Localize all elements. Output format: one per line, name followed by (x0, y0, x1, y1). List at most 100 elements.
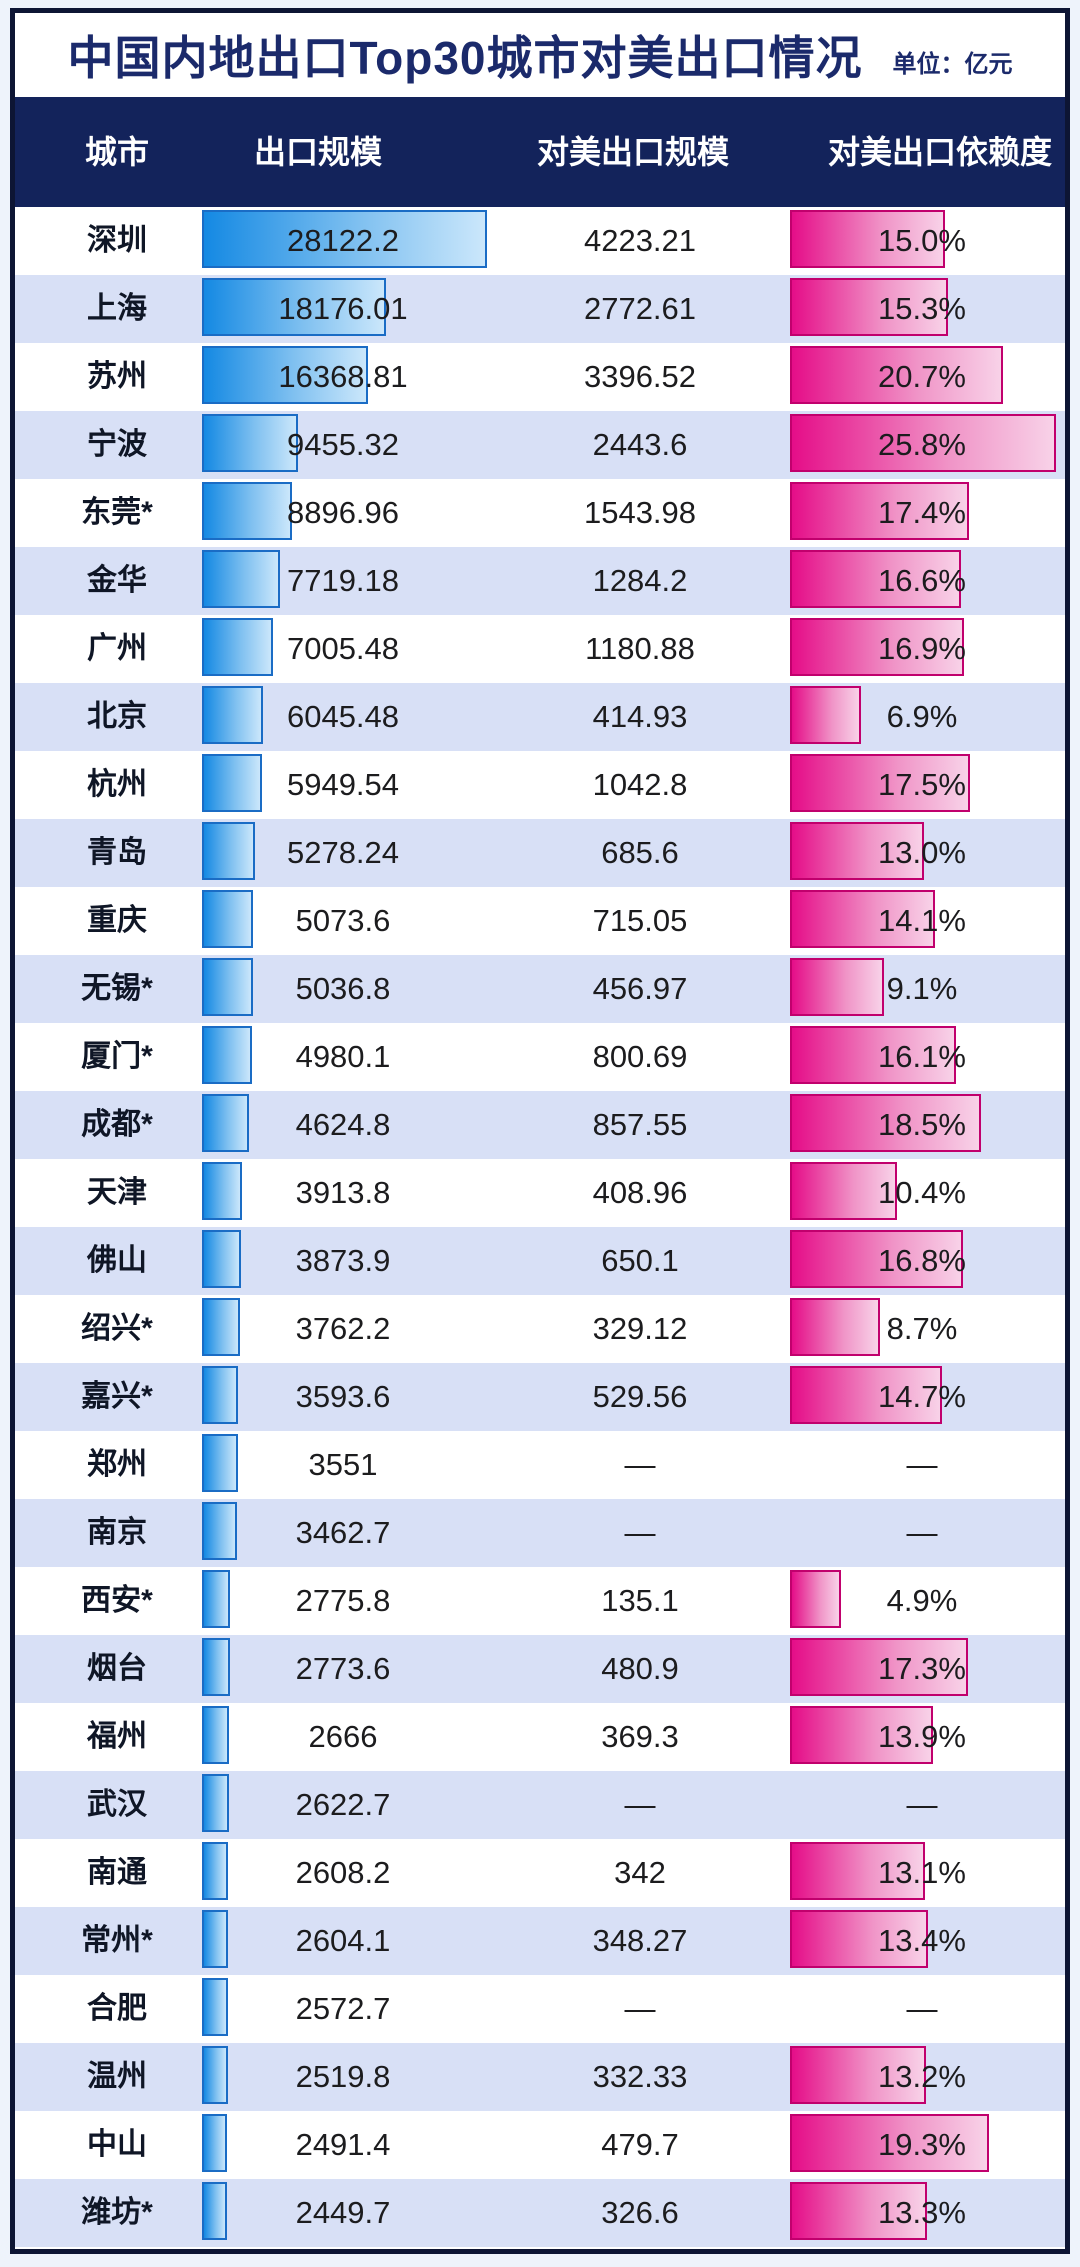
city-label: 南京 (87, 1516, 147, 1549)
city-label: 郑州 (87, 1448, 147, 1481)
dependency-value: 14.1% (878, 903, 966, 938)
us-export-value: 1180.88 (585, 631, 695, 666)
table-body: 深圳 28122.2 4223.21 15.0% 上海 18176.01 2772.61 15… (15, 207, 1065, 2247)
table-row: 潍坊* 2449.7 326.6 13.3% (15, 2179, 1065, 2247)
table-row: 深圳 28122.2 4223.21 15.0% (15, 207, 1065, 275)
column-header-dependency: 对美出口依赖度 (827, 134, 1052, 170)
dependency-bar (790, 686, 861, 744)
export-bar (202, 1774, 229, 1832)
export-value: 3873.9 (295, 1243, 391, 1278)
export-bar (202, 346, 368, 404)
export-value: 2608.2 (295, 1855, 391, 1890)
export-bar (202, 958, 253, 1016)
page-title: 中国内地出口Top30城市对美出口情况 (67, 32, 863, 84)
us-export-value: 685.6 (601, 835, 679, 870)
us-export-value: 1543.98 (583, 495, 697, 530)
export-bar (202, 1570, 230, 1628)
dependency-bar (790, 550, 961, 608)
dependency-value: — (906, 1515, 938, 1550)
us-export-value: 342 (614, 1855, 666, 1890)
dependency-bar (790, 414, 1056, 472)
export-value: 5036.8 (295, 971, 391, 1006)
city-label: 无锡* (81, 972, 153, 1005)
dependency-value: 18.5% (878, 1107, 966, 1142)
table-row: 南通 2608.2 342 13.1% (15, 1839, 1065, 1907)
dependency-value: 16.6% (878, 563, 966, 598)
export-bar (202, 1298, 240, 1356)
export-value: 8896.96 (286, 495, 400, 530)
us-export-value: 2443.6 (592, 427, 688, 462)
dependency-value: 6.9% (886, 699, 958, 734)
export-bar (202, 822, 255, 880)
city-label: 潍坊* (81, 2196, 153, 2229)
table-row: 西安* 2775.8 135.1 4.9% (15, 1567, 1065, 1635)
dependency-value: 16.8% (878, 1243, 966, 1278)
city-label: 武汉 (87, 1788, 147, 1821)
city-label: 厦门* (81, 1040, 153, 1073)
table-row: 绍兴* 3762.2 329.12 8.7% (15, 1295, 1065, 1363)
export-value: 2449.7 (295, 2195, 391, 2230)
table-row: 无锡* 5036.8 456.97 9.1% (15, 955, 1065, 1023)
us-export-value: 329.12 (592, 1311, 688, 1346)
city-label: 绍兴* (81, 1312, 153, 1345)
export-bar (202, 1230, 241, 1288)
table-row: 宁波 9455.32 2443.6 25.8% (15, 411, 1065, 479)
export-value: 28122.2 (286, 223, 400, 258)
us-export-value: 857.55 (592, 1107, 688, 1142)
export-bar (202, 890, 253, 948)
dependency-value: 16.1% (878, 1039, 966, 1074)
dependency-value: — (906, 1447, 938, 1482)
column-header-city: 城市 (84, 134, 149, 170)
export-bar (202, 550, 280, 608)
us-export-value: 332.33 (592, 2059, 688, 2094)
dependency-bar (790, 1298, 880, 1356)
export-value: 2622.7 (295, 1787, 391, 1822)
dependency-value: 10.4% (878, 1175, 966, 1210)
dependency-value: 13.9% (878, 1719, 966, 1754)
dependency-value: 13.2% (878, 2059, 966, 2094)
city-label: 青岛 (87, 836, 147, 869)
table-row: 武汉 2622.7 — — (15, 1771, 1065, 1839)
dependency-value: 17.5% (878, 767, 966, 802)
table-row: 温州 2519.8 332.33 13.2% (15, 2043, 1065, 2111)
table-row: 成都* 4624.8 857.55 18.5% (15, 1091, 1065, 1159)
us-export-value: 408.96 (592, 1175, 688, 1210)
table-row: 合肥 2572.7 — — (15, 1975, 1065, 2043)
dependency-bar (790, 958, 884, 1016)
dependency-bar (790, 2046, 926, 2104)
table-header: 城市 出口规模 对美出口规模 对美出口依赖度 (15, 97, 1065, 207)
dependency-value: 9.1% (886, 971, 958, 1006)
export-bar (202, 278, 386, 336)
city-label: 西安* (81, 1584, 153, 1617)
us-export-value: 3396.52 (583, 359, 697, 394)
export-bar (202, 1026, 252, 1084)
dependency-value: 8.7% (886, 1311, 958, 1346)
city-label: 南通 (87, 1856, 147, 1889)
dependency-value: 4.9% (886, 1583, 958, 1618)
city-label: 温州 (87, 2060, 147, 2093)
export-value: 3462.7 (295, 1515, 391, 1550)
dependency-bar (790, 278, 948, 336)
city-label: 天津 (87, 1176, 147, 1209)
export-bar (202, 1978, 228, 2036)
export-bar (202, 1094, 249, 1152)
dependency-bar (790, 1366, 942, 1424)
city-label: 嘉兴* (81, 1380, 153, 1413)
dependency-value: 15.0% (878, 223, 966, 258)
export-value: 2604.1 (295, 1923, 391, 1958)
dependency-bar (790, 1910, 928, 1968)
dependency-bar (790, 890, 935, 948)
export-bar (202, 2046, 228, 2104)
export-bar (202, 1638, 230, 1696)
us-export-value: 135.1 (601, 1583, 679, 1618)
export-value: 18176.01 (278, 291, 408, 326)
table-row: 中山 2491.4 479.7 19.3% (15, 2111, 1065, 2179)
unit-label: 单位：亿元 (892, 50, 1013, 78)
export-value: 2666 (308, 1719, 378, 1754)
export-value: 2519.8 (295, 2059, 391, 2094)
export-value: 3551 (308, 1447, 378, 1482)
export-bar (202, 482, 292, 540)
us-export-value: — (624, 1447, 656, 1482)
dependency-value: — (906, 1991, 938, 2026)
export-bar (202, 1162, 242, 1220)
